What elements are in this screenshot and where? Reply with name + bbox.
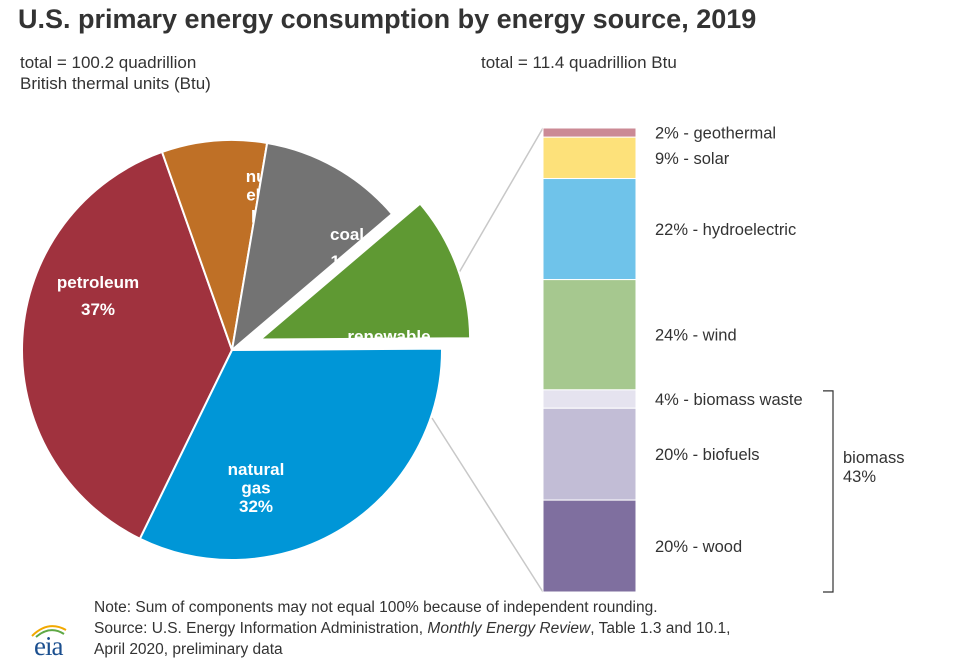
- pie-slice: [257, 202, 472, 341]
- biomass-bracket: [823, 390, 834, 593]
- connector-line: [431, 417, 544, 593]
- bar-segment-label: 2% - geothermal: [655, 125, 776, 143]
- pie-slice: [138, 347, 443, 561]
- bar-segment-label: 24% - wind: [655, 327, 737, 345]
- pie-chart: petroleum37%nuclearelectricpower8%coal11…: [21, 139, 472, 561]
- connector-lines: [431, 127, 544, 593]
- stacked-bar: 2% - geothermal 9% - solar 22% - hydroelec…: [542, 125, 904, 593]
- bar-segment: [542, 279, 637, 391]
- source-suffix: , Table 1.3 and 10.1,: [590, 620, 731, 637]
- connector-line: [452, 127, 544, 284]
- bar-segment: [542, 389, 637, 409]
- eia-logo: eia: [34, 631, 64, 661]
- bar-segment: [542, 499, 637, 593]
- bar-segment: [542, 178, 637, 281]
- pie-slice: [230, 141, 394, 353]
- chart-title: U.S. primary energy consumption by energ…: [18, 4, 757, 34]
- footer-note: Note: Sum of components may not equal 10…: [94, 599, 658, 616]
- bar-segment: [542, 136, 637, 180]
- pie-subtitle-line: British thermal units (Btu): [20, 74, 211, 93]
- pie-slice-label: natural gas 32%: [228, 460, 285, 516]
- pie-subtitle: total = 100.2 quadrillion British therma…: [20, 52, 211, 94]
- eia-logo-arc-icon: [31, 625, 67, 638]
- source-title: Monthly Energy Review: [427, 620, 591, 637]
- bar-segment: [542, 127, 637, 138]
- pie-slice: [21, 150, 234, 541]
- footer-source: Source: U.S. Energy Information Administ…: [94, 618, 730, 639]
- biomass-bracket-label: biomass 43%: [843, 449, 904, 486]
- bar-segment-label: 20% - wood: [655, 538, 742, 556]
- source-prefix: Source: U.S. Energy Information Administ…: [94, 620, 428, 637]
- bar-subtitle-line: total = 11.4 quadrillion Btu: [481, 53, 677, 72]
- bar-subtitle: total = 11.4 quadrillion Btu: [481, 52, 677, 73]
- bar-segment-label: 9% - solar: [655, 150, 730, 168]
- footer: Note: Sum of components may not equal 10…: [94, 597, 730, 660]
- bar-segment: [542, 407, 637, 501]
- footer-source-line2: April 2020, preliminary data: [94, 641, 283, 658]
- bar-segment-label: 4% - biomass waste: [655, 391, 803, 409]
- bar-segment-label: 22% - hydroelectric: [655, 221, 796, 239]
- pie-subtitle-line: total = 100.2 quadrillion: [20, 53, 197, 72]
- pie-slice-label: petroleum 37%: [57, 273, 139, 319]
- bar-segment-label: 20% - biofuels: [655, 446, 760, 464]
